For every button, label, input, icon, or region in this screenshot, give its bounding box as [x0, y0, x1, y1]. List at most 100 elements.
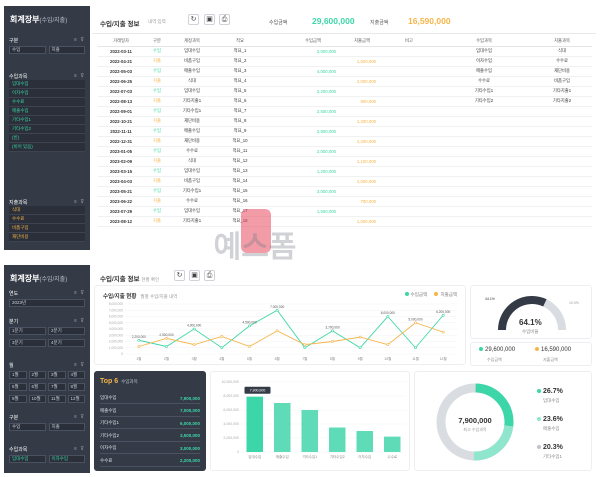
bar[interactable]: [384, 436, 401, 452]
table-cell[interactable]: 수수료: [532, 56, 592, 67]
table-cell[interactable]: [456, 136, 512, 147]
table-row[interactable]: 2022-09-01 수입 기타수입1 적요_7 2,500,000: [98, 106, 592, 117]
table-cell[interactable]: [512, 86, 532, 97]
table-cell[interactable]: [266, 136, 284, 147]
table-cell[interactable]: [512, 106, 532, 117]
table-cell[interactable]: [512, 126, 532, 137]
filter-icon[interactable]: ≡ ⊽: [74, 318, 85, 324]
table-cell[interactable]: 지출: [144, 116, 170, 127]
table-cell[interactable]: 지출: [144, 196, 170, 207]
table-row[interactable]: 2023-03-15 수입 임대수입 적요_13 1,200,000: [98, 166, 592, 177]
refresh-button[interactable]: ↻: [174, 270, 185, 281]
quarter-item[interactable]: 2분기: [48, 327, 85, 335]
table-cell[interactable]: [436, 216, 456, 227]
table-cell[interactable]: 2,500,000: [284, 106, 342, 117]
table-cell[interactable]: [342, 66, 382, 77]
table-cell[interactable]: [284, 76, 342, 87]
table-cell[interactable]: [266, 156, 284, 167]
table-cell[interactable]: [284, 176, 342, 187]
table-cell[interactable]: [342, 106, 382, 117]
table-cell[interactable]: [456, 116, 512, 127]
table-cell[interactable]: [266, 86, 284, 97]
table-cell[interactable]: [512, 186, 532, 197]
table-cell[interactable]: 비품구입: [170, 56, 214, 67]
table-cell[interactable]: [456, 126, 512, 137]
month-item[interactable]: 2월: [28, 371, 46, 379]
table-cell[interactable]: [532, 186, 592, 197]
table-cell[interactable]: [436, 116, 456, 127]
slicer-expense[interactable]: 지출: [48, 423, 85, 431]
table-cell[interactable]: [342, 146, 382, 157]
table-cell[interactable]: 2,000,000: [342, 176, 382, 187]
table-cell[interactable]: 매출수입: [170, 126, 214, 137]
column-header[interactable]: 수입금액: [284, 37, 342, 47]
table-cell[interactable]: [436, 166, 456, 177]
table-cell[interactable]: 수입: [144, 46, 170, 57]
quarter-item[interactable]: 1분기: [9, 327, 46, 335]
table-cell[interactable]: 식대: [170, 76, 214, 87]
table-cell[interactable]: [266, 76, 284, 87]
bar[interactable]: [329, 427, 346, 453]
month-item[interactable]: 10월: [28, 395, 46, 403]
table-cell[interactable]: [266, 96, 284, 107]
table-row[interactable]: 2022-06-25 지출 식대 적요_4 2,000,000 수수료 비품구입: [98, 76, 592, 87]
column-header[interactable]: 구분: [144, 37, 170, 47]
table-cell[interactable]: 지출: [144, 216, 170, 227]
table-cell[interactable]: [436, 136, 456, 147]
month-item[interactable]: 6월: [28, 383, 46, 391]
table-cell[interactable]: 2022-04-21: [98, 56, 144, 67]
table-cell[interactable]: 지출: [144, 56, 170, 67]
table-cell[interactable]: [382, 146, 436, 157]
table-cell[interactable]: [532, 216, 592, 227]
month-item[interactable]: 12월: [67, 395, 85, 403]
table-cell[interactable]: 수입: [144, 86, 170, 97]
table-cell[interactable]: [266, 106, 284, 117]
table-cell[interactable]: 적요_11: [214, 146, 266, 157]
table-cell[interactable]: 2023-07-29: [98, 206, 144, 217]
table-cell[interactable]: [456, 176, 512, 187]
filter-icon[interactable]: ≡ ⊽: [74, 199, 85, 205]
table-cell[interactable]: 임대수입: [170, 86, 214, 97]
quarter-item[interactable]: 3분기: [9, 339, 46, 347]
table-cell[interactable]: [382, 76, 436, 87]
table-cell[interactable]: [512, 206, 532, 217]
list-item[interactable]: 이자수입: [9, 89, 85, 98]
table-cell[interactable]: [342, 46, 382, 57]
column-header[interactable]: 수입과목: [456, 37, 512, 47]
table-cell[interactable]: 임대수입: [170, 46, 214, 57]
table-row[interactable]: 2022-10-21 지출 재단비용 적요_8 1,200,000: [98, 116, 592, 127]
table-cell[interactable]: 3,000,000: [284, 46, 342, 57]
table-cell[interactable]: [436, 186, 456, 197]
table-cell[interactable]: [532, 206, 592, 217]
table-cell[interactable]: [266, 206, 284, 217]
table-cell[interactable]: [284, 196, 342, 207]
table-cell[interactable]: [382, 96, 436, 107]
table-cell[interactable]: [532, 176, 592, 187]
table-cell[interactable]: [382, 116, 436, 127]
table-cell[interactable]: [284, 136, 342, 147]
table-cell[interactable]: 적요_16: [214, 196, 266, 207]
table-cell[interactable]: 적요_2: [214, 56, 266, 67]
table-cell[interactable]: 수입: [144, 206, 170, 217]
table-cell[interactable]: 지출: [144, 156, 170, 167]
table-row[interactable]: 2023-06-22 지출 수수료 적요_16 700,000: [98, 196, 592, 207]
table-cell[interactable]: [512, 76, 532, 87]
table-row[interactable]: 2022-07-03 수입 임대수입 적요_5 3,200,000 기타수입1 기타지출1: [98, 86, 592, 97]
table-cell[interactable]: 적요_18: [214, 216, 266, 227]
table-cell[interactable]: 2022-11-11: [98, 126, 144, 137]
table-cell[interactable]: 식대: [170, 156, 214, 167]
table-cell[interactable]: 2023-04-03: [98, 176, 144, 187]
table-cell[interactable]: [436, 196, 456, 207]
table-row[interactable]: 2022-05-03 수입 매출수입 적요_3 4,000,000 매출수입 재단비용: [98, 66, 592, 77]
table-cell[interactable]: 식대: [532, 46, 592, 57]
table-cell[interactable]: [532, 136, 592, 147]
table-row[interactable]: 2023-01-05 수입 수수료 적요_11 2,000,000: [98, 146, 592, 157]
table-cell[interactable]: 기타수입1: [456, 86, 512, 97]
table-cell[interactable]: 수입: [144, 126, 170, 137]
table-cell[interactable]: 임대수입: [456, 46, 512, 57]
table-cell[interactable]: 2023-02-09: [98, 156, 144, 167]
table-cell[interactable]: [266, 196, 284, 207]
table-cell[interactable]: 적요_3: [214, 66, 266, 77]
table-row[interactable]: 2022-11-11 수입 매출수입 적요_9 3,800,000: [98, 126, 592, 137]
table-cell[interactable]: 적요_6: [214, 96, 266, 107]
